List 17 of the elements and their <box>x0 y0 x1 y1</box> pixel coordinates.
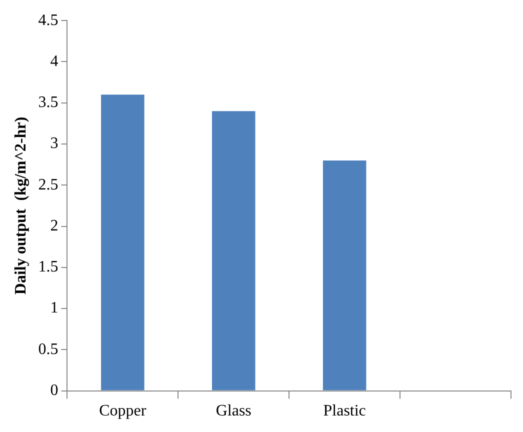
y-tick-label: 1.5 <box>38 258 58 276</box>
bar <box>212 111 256 390</box>
y-tick-label: 1 <box>50 300 58 317</box>
x-tick-label: Glass <box>216 402 252 420</box>
y-tick-label: 4 <box>50 52 58 70</box>
x-tick-label: Copper <box>99 402 147 420</box>
y-tick-label: 3 <box>50 135 58 152</box>
y-axis-title: Daily output (kg/m^2-hr) <box>12 116 30 295</box>
y-tick-label: 0.5 <box>38 340 58 358</box>
bar <box>322 160 366 390</box>
y-tick-label: 3.5 <box>38 94 58 112</box>
y-tick-label: 2.5 <box>38 176 58 194</box>
y-tick-label: 0 <box>50 382 58 400</box>
y-tick-label: 2 <box>50 217 58 234</box>
x-tick-label: Plastic <box>323 402 366 420</box>
y-tick-label: 4.5 <box>38 12 58 29</box>
bar <box>101 94 144 390</box>
